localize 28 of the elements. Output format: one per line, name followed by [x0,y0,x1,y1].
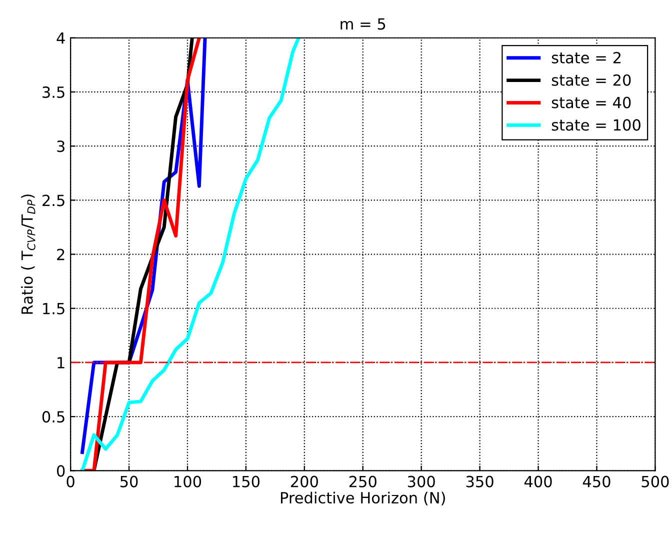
chart-title: m = 5 [340,18,386,30]
y-tick-label: 1 [58,357,64,368]
legend-label: state = 40 [552,96,631,108]
y-tick-label: 2 [57,248,64,260]
x-tick-label: 200 [290,476,318,488]
legend-label: state = 2 [552,52,620,64]
x-tick-label: 150 [233,476,260,488]
x-tick-label: 500 [642,476,669,488]
x-tick-label: 50 [120,476,138,488]
y-tick-label: 0 [56,465,65,477]
y-axis-title: Ratio ( T$_{CVP}$/T$_{DP}$) [21,194,36,314]
x-tick-label: 450 [582,476,610,488]
x-tick-label: 100 [174,476,202,488]
legend-label: state = 100 [552,119,640,131]
y-tick-label: 3 [57,140,64,152]
y-tick-label: 4 [56,32,65,44]
x-tick-label: 250 [349,476,376,488]
x-tick-label: 300 [408,476,435,488]
line-series [80,38,300,471]
legend-label: state = 20 [552,74,631,86]
x-tick-label: 0 [66,476,74,488]
y-tick-label: 3.5 [42,86,64,98]
x-tick-label: 400 [524,476,552,488]
y-tick-label: 1.5 [43,303,64,314]
y-tick-label: 0.5 [42,411,64,423]
x-axis-title: Predictive Horizon (N) [280,492,445,506]
y-tick-label: 2.5 [42,194,64,206]
x-tick-label: 350 [466,476,494,488]
